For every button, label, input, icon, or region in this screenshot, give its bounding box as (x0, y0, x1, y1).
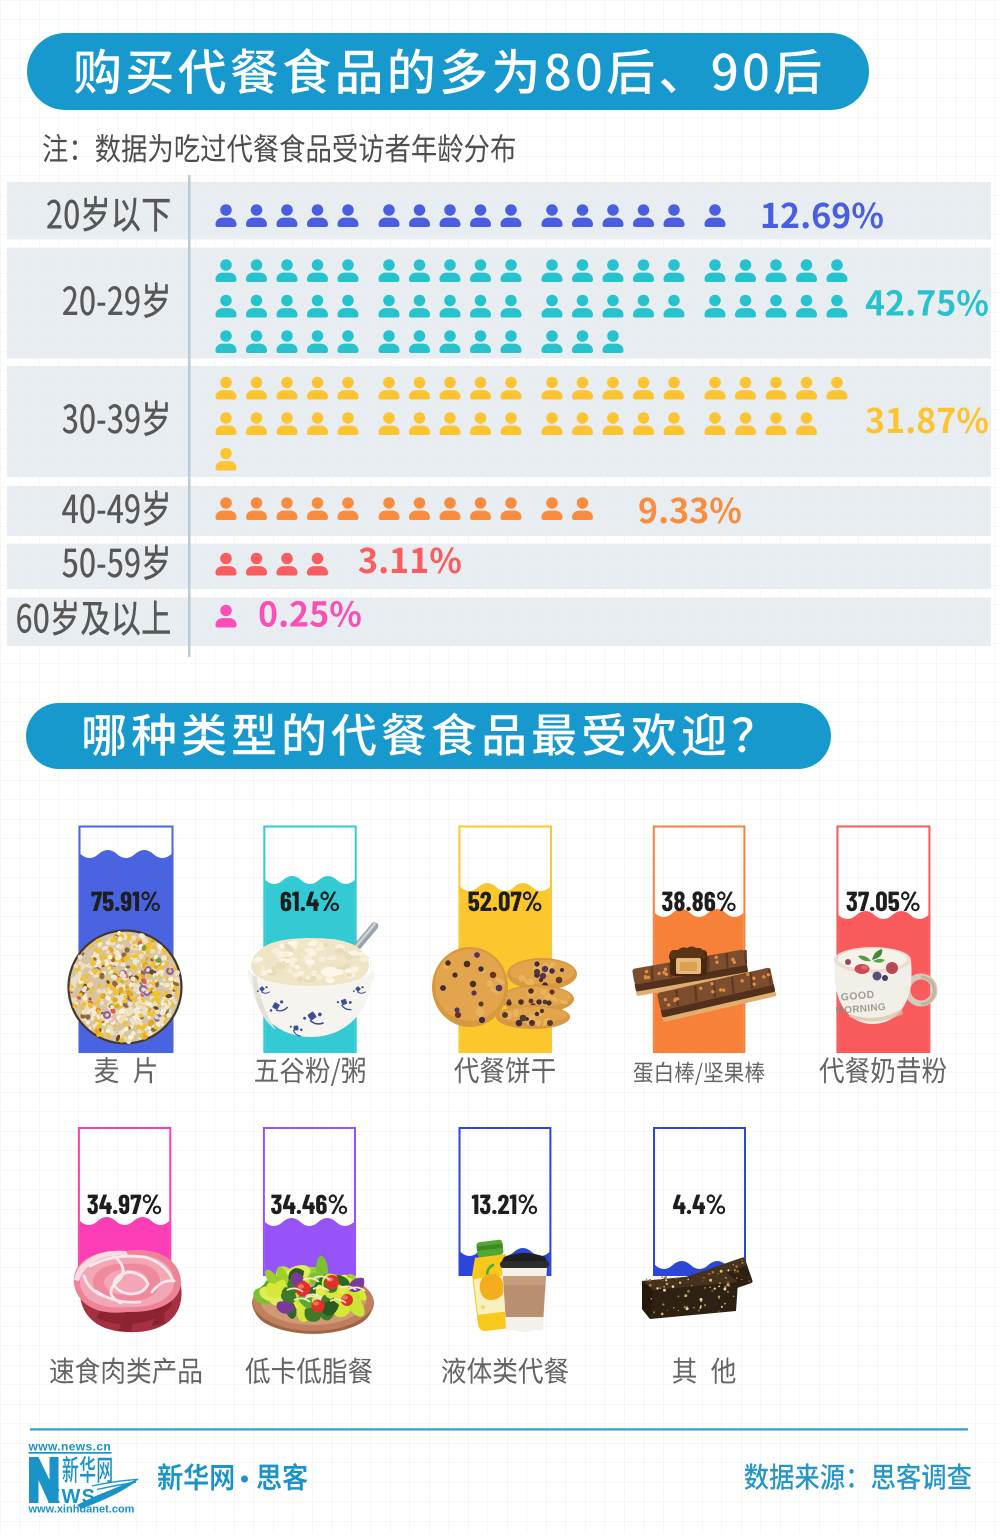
svg-text:MORNING: MORNING (835, 1002, 886, 1017)
svg-text:www.news.cn: www.news.cn (28, 1440, 112, 1454)
svg-text:www.xinhuanet.com: www.xinhuanet.com (28, 1504, 135, 1516)
svg-text:GOOD: GOOD (840, 989, 875, 1004)
svg-text:EWS: EWS (47, 1486, 96, 1508)
